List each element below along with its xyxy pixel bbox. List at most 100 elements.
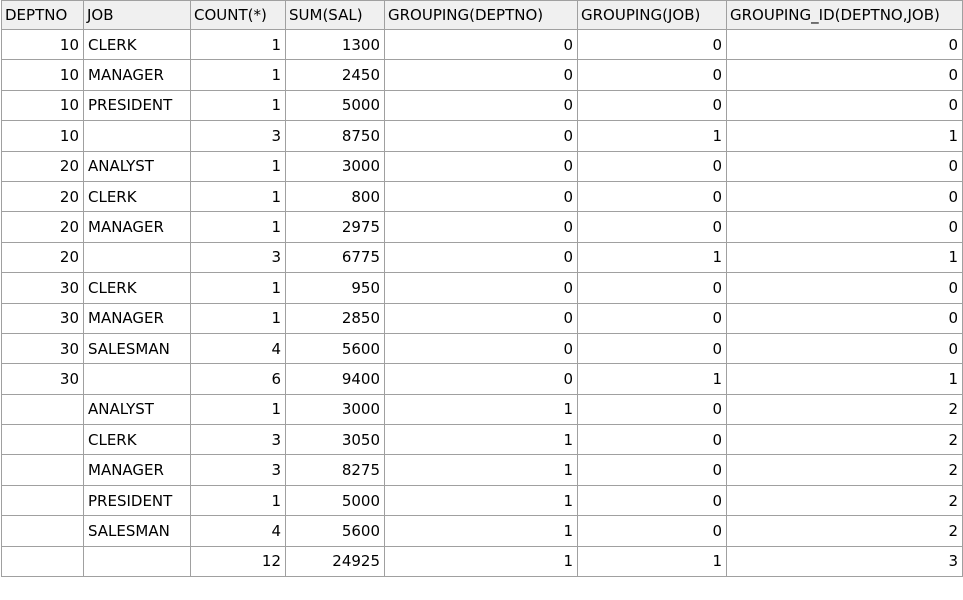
cell-count[interactable]: 12 — [190, 545, 286, 578]
cell-grouping-job[interactable]: 1 — [577, 363, 727, 395]
cell-deptno[interactable]: 10 — [1, 120, 84, 152]
cell-grouping-job[interactable]: 0 — [577, 332, 727, 365]
cell-grouping-deptno[interactable]: 0 — [384, 211, 578, 243]
cell-grouping-id[interactable]: 1 — [726, 120, 963, 152]
cell-job[interactable]: SALESMAN — [83, 515, 191, 547]
cell-sum-sal[interactable]: 1300 — [285, 28, 385, 61]
cell-grouping-deptno[interactable]: 0 — [384, 150, 578, 182]
cell-grouping-job[interactable]: 1 — [577, 545, 727, 578]
cell-grouping-deptno[interactable]: 1 — [384, 545, 578, 578]
cell-job[interactable]: MANAGER — [83, 59, 191, 91]
cell-grouping-job[interactable]: 1 — [577, 120, 727, 152]
table-row[interactable]: 20 ANALYST 1 3000 0 0 0 — [1, 150, 963, 182]
cell-grouping-id[interactable]: 2 — [726, 515, 963, 547]
table-row[interactable]: PRESIDENT 1 5000 1 0 2 — [1, 484, 963, 517]
cell-grouping-deptno[interactable]: 1 — [384, 393, 578, 426]
cell-grouping-id[interactable]: 1 — [726, 241, 963, 274]
cell-grouping-job[interactable]: 0 — [577, 28, 727, 61]
cell-deptno[interactable]: 30 — [1, 302, 84, 334]
table-row[interactable]: 20 3 6775 0 1 1 — [1, 241, 963, 274]
cell-grouping-id[interactable]: 2 — [726, 393, 963, 426]
cell-count[interactable]: 1 — [190, 211, 286, 243]
cell-count[interactable]: 1 — [190, 150, 286, 182]
cell-deptno[interactable]: 10 — [1, 89, 84, 122]
cell-deptno[interactable] — [1, 484, 84, 517]
cell-sum-sal[interactable]: 2850 — [285, 302, 385, 334]
cell-grouping-id[interactable]: 2 — [726, 424, 963, 456]
table-row[interactable]: 10 MANAGER 1 2450 0 0 0 — [1, 59, 963, 91]
cell-sum-sal[interactable]: 950 — [285, 272, 385, 304]
cell-grouping-job[interactable]: 0 — [577, 515, 727, 547]
cell-grouping-id[interactable]: 0 — [726, 211, 963, 243]
cell-job[interactable]: SALESMAN — [83, 332, 191, 365]
cell-grouping-deptno[interactable]: 0 — [384, 89, 578, 122]
column-header-count[interactable]: COUNT(*) — [190, 0, 286, 30]
column-header-grouping-id[interactable]: GROUPING_ID(DEPTNO,JOB) — [726, 0, 963, 30]
cell-deptno[interactable]: 20 — [1, 180, 84, 213]
table-row[interactable]: MANAGER 3 8275 1 0 2 — [1, 454, 963, 486]
cell-grouping-deptno[interactable]: 0 — [384, 332, 578, 365]
cell-grouping-id[interactable]: 0 — [726, 59, 963, 91]
cell-deptno[interactable]: 20 — [1, 241, 84, 274]
cell-grouping-deptno[interactable]: 0 — [384, 180, 578, 213]
cell-count[interactable]: 3 — [190, 120, 286, 152]
cell-deptno[interactable]: 30 — [1, 332, 84, 365]
table-row[interactable]: ANALYST 1 3000 1 0 2 — [1, 393, 963, 426]
cell-sum-sal[interactable]: 9400 — [285, 363, 385, 395]
cell-job[interactable]: ANALYST — [83, 150, 191, 182]
cell-grouping-id[interactable]: 3 — [726, 545, 963, 578]
cell-sum-sal[interactable]: 3000 — [285, 150, 385, 182]
cell-grouping-job[interactable]: 0 — [577, 180, 727, 213]
cell-sum-sal[interactable]: 3050 — [285, 424, 385, 456]
cell-count[interactable]: 1 — [190, 484, 286, 517]
table-row[interactable]: 30 6 9400 0 1 1 — [1, 363, 963, 395]
cell-job[interactable] — [83, 363, 191, 395]
cell-job[interactable]: PRESIDENT — [83, 484, 191, 517]
table-row[interactable]: 30 CLERK 1 950 0 0 0 — [1, 272, 963, 304]
cell-grouping-deptno[interactable]: 1 — [384, 515, 578, 547]
table-row[interactable]: 10 CLERK 1 1300 0 0 0 — [1, 28, 963, 61]
cell-job[interactable]: ANALYST — [83, 393, 191, 426]
cell-grouping-job[interactable]: 0 — [577, 454, 727, 486]
column-header-sum-sal[interactable]: SUM(SAL) — [285, 0, 385, 30]
cell-grouping-deptno[interactable]: 1 — [384, 484, 578, 517]
table-row[interactable]: CLERK 3 3050 1 0 2 — [1, 424, 963, 456]
cell-grouping-id[interactable]: 2 — [726, 454, 963, 486]
column-header-job[interactable]: JOB — [83, 0, 191, 30]
table-row[interactable]: SALESMAN 4 5600 1 0 2 — [1, 515, 963, 547]
cell-count[interactable]: 1 — [190, 393, 286, 426]
cell-grouping-id[interactable]: 2 — [726, 484, 963, 517]
table-row[interactable]: 30 SALESMAN 4 5600 0 0 0 — [1, 332, 963, 365]
cell-sum-sal[interactable]: 8275 — [285, 454, 385, 486]
cell-count[interactable]: 1 — [190, 180, 286, 213]
cell-grouping-job[interactable]: 0 — [577, 302, 727, 334]
cell-job[interactable] — [83, 120, 191, 152]
cell-grouping-id[interactable]: 0 — [726, 302, 963, 334]
cell-deptno[interactable]: 10 — [1, 59, 84, 91]
cell-sum-sal[interactable]: 5000 — [285, 484, 385, 517]
table-row[interactable]: 10 3 8750 0 1 1 — [1, 120, 963, 152]
cell-deptno[interactable] — [1, 454, 84, 486]
cell-grouping-job[interactable]: 0 — [577, 150, 727, 182]
cell-sum-sal[interactable]: 5000 — [285, 89, 385, 122]
cell-grouping-id[interactable]: 0 — [726, 28, 963, 61]
cell-grouping-deptno[interactable]: 0 — [384, 302, 578, 334]
cell-deptno[interactable] — [1, 393, 84, 426]
cell-count[interactable]: 1 — [190, 302, 286, 334]
cell-job[interactable]: CLERK — [83, 424, 191, 456]
cell-grouping-id[interactable]: 0 — [726, 89, 963, 122]
cell-sum-sal[interactable]: 5600 — [285, 332, 385, 365]
cell-count[interactable]: 1 — [190, 28, 286, 61]
cell-job[interactable]: MANAGER — [83, 211, 191, 243]
cell-grouping-deptno[interactable]: 1 — [384, 424, 578, 456]
cell-count[interactable]: 3 — [190, 241, 286, 274]
cell-deptno[interactable] — [1, 424, 84, 456]
cell-grouping-deptno[interactable]: 0 — [384, 59, 578, 91]
cell-grouping-id[interactable]: 0 — [726, 150, 963, 182]
cell-sum-sal[interactable]: 3000 — [285, 393, 385, 426]
cell-grouping-job[interactable]: 0 — [577, 59, 727, 91]
cell-grouping-job[interactable]: 0 — [577, 211, 727, 243]
cell-deptno[interactable]: 10 — [1, 28, 84, 61]
cell-grouping-job[interactable]: 0 — [577, 484, 727, 517]
cell-count[interactable]: 3 — [190, 454, 286, 486]
